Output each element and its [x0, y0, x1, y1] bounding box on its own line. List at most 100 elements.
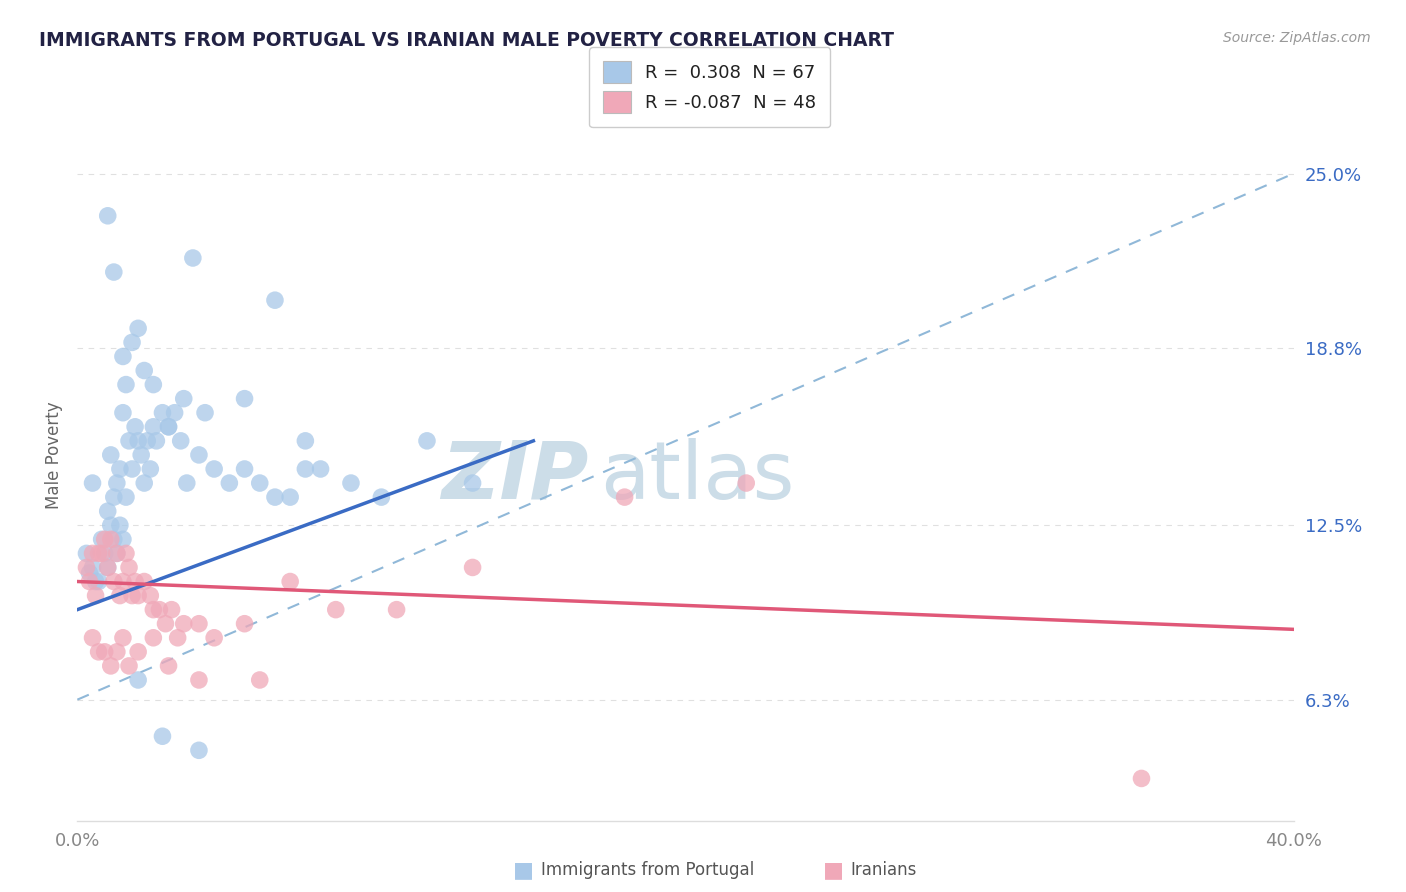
Point: [103, 533, 125, 547]
Point: [142, 631, 165, 645]
Point: [385, 602, 408, 616]
Text: IMMIGRANTS FROM PORTUGAL VS IRANIAN MALE POVERTY CORRELATION CHART: IMMIGRANTS FROM PORTUGAL VS IRANIAN MALE…: [39, 31, 894, 50]
Point: [613, 490, 636, 504]
Point: [416, 434, 439, 448]
Point: [194, 406, 217, 420]
Point: [278, 574, 301, 589]
Point: [233, 616, 256, 631]
Point: [166, 631, 188, 645]
Point: [142, 419, 165, 434]
Point: [97, 504, 120, 518]
Point: [82, 631, 104, 645]
Point: [79, 566, 101, 580]
Point: [90, 533, 112, 547]
Point: [278, 490, 301, 504]
Point: [121, 462, 143, 476]
Point: [218, 476, 240, 491]
Point: [103, 574, 125, 589]
Point: [115, 546, 138, 560]
Point: [264, 490, 287, 504]
Point: [82, 546, 104, 560]
Point: [93, 533, 115, 547]
Point: [129, 448, 152, 462]
Point: [93, 645, 115, 659]
Point: [188, 673, 211, 687]
Point: [249, 476, 271, 491]
Point: [118, 659, 141, 673]
Text: atlas: atlas: [600, 438, 794, 516]
Point: [148, 602, 170, 616]
Point: [108, 462, 131, 476]
Point: [249, 673, 271, 687]
Point: [100, 518, 122, 533]
Point: [142, 602, 165, 616]
Point: [461, 560, 484, 574]
Point: [309, 462, 332, 476]
Point: [181, 251, 204, 265]
Point: [111, 406, 134, 420]
Point: [173, 392, 195, 406]
Point: [97, 560, 120, 574]
Point: [176, 476, 198, 491]
Point: [103, 490, 125, 504]
Point: [139, 462, 162, 476]
Point: [118, 560, 141, 574]
Text: Immigrants from Portugal: Immigrants from Portugal: [541, 861, 755, 879]
Point: [108, 518, 131, 533]
Text: Source: ZipAtlas.com: Source: ZipAtlas.com: [1223, 31, 1371, 45]
Point: [84, 574, 107, 589]
Point: [87, 546, 110, 560]
Point: [163, 406, 186, 420]
Point: [82, 560, 104, 574]
Point: [127, 589, 149, 603]
Point: [127, 645, 149, 659]
Point: [160, 602, 183, 616]
Point: [134, 363, 156, 377]
Text: ■: ■: [823, 860, 844, 880]
Point: [121, 589, 143, 603]
Point: [370, 490, 392, 504]
Point: [87, 645, 110, 659]
Point: [84, 589, 107, 603]
Text: Iranians: Iranians: [851, 861, 917, 879]
Point: [145, 434, 167, 448]
Point: [188, 616, 211, 631]
Point: [111, 574, 134, 589]
Point: [127, 321, 149, 335]
Point: [105, 546, 128, 560]
Point: [157, 659, 180, 673]
Point: [75, 560, 97, 574]
Point: [139, 589, 162, 603]
Point: [735, 476, 758, 491]
Y-axis label: Male Poverty: Male Poverty: [45, 401, 63, 508]
Point: [90, 546, 112, 560]
Point: [188, 448, 211, 462]
Point: [157, 419, 180, 434]
Point: [233, 392, 256, 406]
Point: [134, 476, 156, 491]
Point: [124, 574, 146, 589]
Point: [97, 560, 120, 574]
Point: [157, 419, 180, 434]
Legend: R =  0.308  N = 67, R = -0.087  N = 48: R = 0.308 N = 67, R = -0.087 N = 48: [589, 47, 831, 128]
Point: [87, 574, 110, 589]
Point: [124, 419, 146, 434]
Point: [155, 616, 177, 631]
Point: [202, 631, 225, 645]
Point: [105, 476, 128, 491]
Point: [152, 729, 174, 743]
Point: [97, 209, 120, 223]
Text: ZIP: ZIP: [440, 438, 588, 516]
Point: [100, 533, 122, 547]
Point: [325, 602, 347, 616]
Point: [233, 462, 256, 476]
Point: [93, 546, 115, 560]
Point: [108, 589, 131, 603]
Point: [170, 434, 193, 448]
Point: [173, 616, 195, 631]
Point: [136, 434, 159, 448]
Point: [103, 265, 125, 279]
Point: [82, 476, 104, 491]
Point: [294, 434, 316, 448]
Point: [100, 448, 122, 462]
